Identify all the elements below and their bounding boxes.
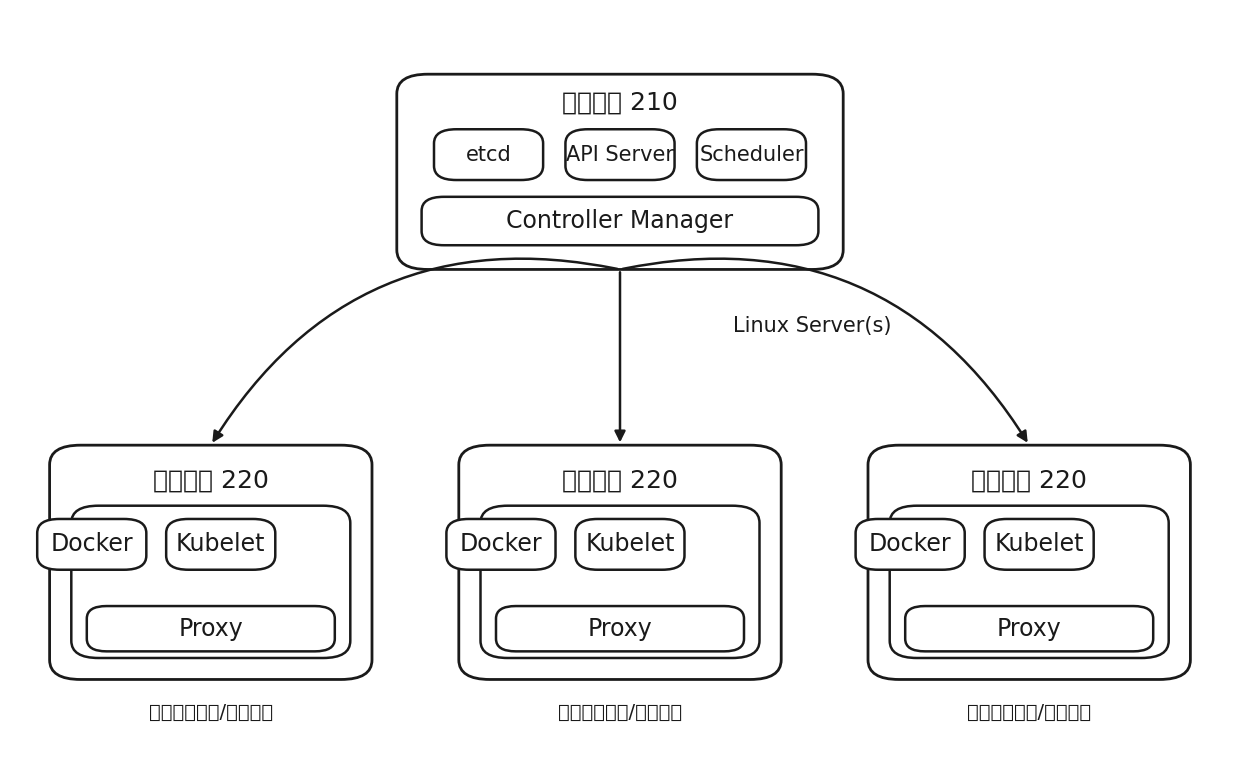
Text: Proxy: Proxy	[997, 617, 1061, 640]
FancyBboxPatch shape	[889, 506, 1168, 658]
Text: Controller Manager: Controller Manager	[506, 209, 734, 233]
FancyBboxPatch shape	[905, 606, 1153, 651]
Text: Docker: Docker	[51, 533, 133, 556]
Text: Kubelet: Kubelet	[994, 533, 1084, 556]
Text: Kubelet: Kubelet	[176, 533, 265, 556]
FancyBboxPatch shape	[422, 197, 818, 245]
FancyBboxPatch shape	[985, 519, 1094, 570]
Text: 服务节点 220: 服务节点 220	[153, 469, 269, 492]
FancyBboxPatch shape	[37, 519, 146, 570]
FancyBboxPatch shape	[434, 129, 543, 180]
Text: Proxy: Proxy	[179, 617, 243, 640]
Text: Kubelet: Kubelet	[585, 533, 675, 556]
Text: 机器（物理机/虚拟机）: 机器（物理机/虚拟机）	[149, 703, 273, 722]
FancyBboxPatch shape	[446, 519, 556, 570]
FancyBboxPatch shape	[565, 129, 675, 180]
FancyBboxPatch shape	[868, 445, 1190, 679]
FancyBboxPatch shape	[481, 506, 759, 658]
FancyBboxPatch shape	[459, 445, 781, 679]
FancyBboxPatch shape	[72, 506, 351, 658]
Text: etcd: etcd	[466, 144, 511, 165]
Text: Linux Server(s): Linux Server(s)	[733, 316, 892, 336]
Text: 管理节点 210: 管理节点 210	[562, 91, 678, 115]
Text: 服务节点 220: 服务节点 220	[562, 469, 678, 492]
Text: Docker: Docker	[869, 533, 951, 556]
FancyBboxPatch shape	[87, 606, 335, 651]
FancyBboxPatch shape	[166, 519, 275, 570]
FancyBboxPatch shape	[50, 445, 372, 679]
FancyBboxPatch shape	[575, 519, 684, 570]
Text: 服务节点 220: 服务节点 220	[971, 469, 1087, 492]
Text: 机器（物理机/虚拟机）: 机器（物理机/虚拟机）	[558, 703, 682, 722]
FancyBboxPatch shape	[496, 606, 744, 651]
FancyBboxPatch shape	[397, 74, 843, 269]
FancyBboxPatch shape	[856, 519, 965, 570]
Text: 机器（物理机/虚拟机）: 机器（物理机/虚拟机）	[967, 703, 1091, 722]
Text: Proxy: Proxy	[588, 617, 652, 640]
Text: API Server: API Server	[565, 144, 675, 165]
FancyBboxPatch shape	[697, 129, 806, 180]
Text: Docker: Docker	[460, 533, 542, 556]
Text: Scheduler: Scheduler	[699, 144, 804, 165]
